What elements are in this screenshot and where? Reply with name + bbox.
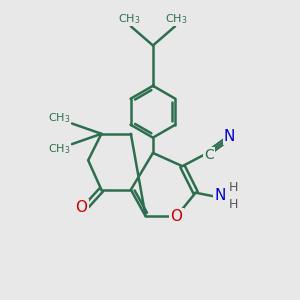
Text: O: O <box>170 209 182 224</box>
Text: CH$_3$: CH$_3$ <box>48 142 71 156</box>
Text: C: C <box>204 148 214 162</box>
Text: CH$_3$: CH$_3$ <box>48 111 71 125</box>
Text: H: H <box>229 181 239 194</box>
Text: H: H <box>229 198 239 211</box>
Text: O: O <box>75 200 87 215</box>
Text: CH$_3$: CH$_3$ <box>165 12 188 26</box>
Text: CH$_3$: CH$_3$ <box>118 12 141 26</box>
Text: N: N <box>214 188 226 203</box>
Text: N: N <box>224 129 235 144</box>
